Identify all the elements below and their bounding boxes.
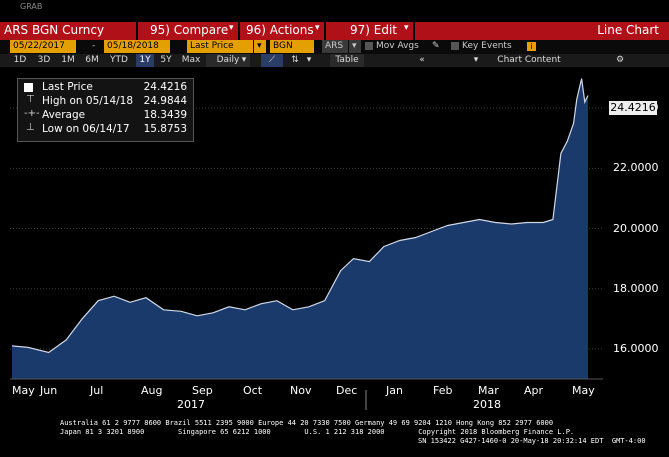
period-controls-row: 1D 3D 1M 6M YTD 1Y 5Y Max Daily ▾ ⟋ ⇅ ▾ Table «… — [0, 54, 669, 67]
legend-avg-value: 18.3439 — [143, 109, 187, 121]
legend-box: Last Price 24.4216 ⊤ High on 05/14/18 24… — [17, 78, 194, 142]
header-divider — [413, 22, 415, 40]
compare-menu[interactable]: 95) Compare — [150, 23, 229, 37]
header-divider — [324, 22, 326, 40]
ticker-label[interactable]: ARS BGN Curncy — [4, 23, 105, 37]
legend-low-value: 15.8753 — [143, 123, 187, 135]
key-events-checkbox[interactable] — [451, 42, 459, 50]
pencil-icon[interactable]: ✎ — [432, 41, 440, 51]
x-tick-label: Sep — [192, 384, 213, 397]
chart-content-label[interactable]: Chart Content — [497, 55, 561, 65]
x-tick-label: Mar — [478, 384, 499, 397]
period-button-max[interactable]: Max — [181, 55, 201, 65]
chart-content-dropdown-icon[interactable]: ▾ — [473, 55, 479, 65]
actions-menu[interactable]: 96) Actions — [246, 23, 314, 37]
legend-low-label: Low on 06/14/17 — [42, 123, 130, 135]
legend-high-label: High on 05/14/18 — [42, 95, 134, 107]
period-button-1d[interactable]: 1D — [13, 55, 27, 65]
legend-avg-label: Average — [42, 109, 86, 121]
header-divider — [238, 22, 240, 40]
y-tick-label: 22.0000 — [613, 161, 659, 175]
y-tick-label: 16.0000 — [613, 341, 659, 355]
x-tick-label: Jan — [386, 384, 403, 397]
year-label: 2017 — [177, 398, 205, 411]
end-date-field[interactable]: 05/18/2018 — [104, 40, 170, 53]
key-events-label: Key Events — [462, 41, 512, 51]
year-label: 2018 — [473, 398, 501, 411]
settings-gear-icon[interactable]: ⚙ — [615, 55, 625, 65]
field-dropdown-icon[interactable]: ▾ — [254, 40, 266, 53]
x-tick-label: Nov — [290, 384, 312, 397]
low-marker-icon: ⊥ — [26, 122, 35, 133]
frequency-select[interactable]: Daily — [206, 54, 250, 67]
chart-type-icon[interactable]: ⇅ — [291, 55, 299, 65]
mov-avgs-checkbox[interactable] — [365, 42, 373, 50]
period-button-1m[interactable]: 1M — [61, 55, 75, 65]
period-button-6m[interactable]: 6M — [85, 55, 99, 65]
legend-last-label: Last Price — [42, 81, 93, 93]
security-chip[interactable]: ARS — [322, 40, 348, 53]
source-field[interactable]: BGN — [270, 40, 314, 53]
x-tick-label: May — [572, 384, 595, 397]
header-bar: ARS BGN Curncy 95) Compare ▾ 96) Actions… — [0, 22, 669, 40]
mov-avgs-label: Mov Avgs — [376, 41, 419, 51]
y-tick-label: 18.0000 — [613, 281, 659, 295]
footer-line-3: SN 153422 G427-1460-0 20-May-18 20:32:14… — [418, 437, 646, 445]
x-tick-label: May — [12, 384, 35, 397]
field-select[interactable]: Last Price — [187, 40, 253, 53]
date-separator: - — [92, 41, 96, 51]
header-divider — [136, 22, 138, 40]
average-marker-icon: -+- — [24, 108, 40, 119]
collapse-left-icon[interactable]: « — [419, 55, 425, 65]
footer-line-2: Japan 81 3 3201 8900 Singapore 65 6212 1… — [60, 428, 575, 436]
edit-caret-icon[interactable]: ▾ — [404, 23, 409, 33]
period-button-5y[interactable]: 5Y — [160, 55, 172, 65]
edit-menu[interactable]: 97) Edit — [350, 23, 398, 37]
table-button[interactable]: Table — [330, 54, 364, 67]
chart-type-dropdown-icon[interactable]: ▾ — [306, 55, 312, 65]
high-marker-icon: ⊤ — [26, 94, 35, 105]
security-dropdown-icon[interactable]: ▾ — [349, 40, 361, 53]
x-tick-label: Apr — [524, 384, 544, 397]
x-tick-label: Dec — [336, 384, 358, 397]
period-button-1y[interactable]: 1Y — [136, 54, 154, 67]
price-line — [11, 78, 589, 354]
period-button-ytd[interactable]: YTD — [110, 55, 128, 65]
legend-last-value: 24.4216 — [143, 81, 187, 93]
x-tick-label: Jun — [40, 384, 58, 397]
x-tick-label: Feb — [433, 384, 453, 397]
price-area — [12, 78, 588, 379]
top-label: GRAB — [20, 2, 43, 11]
x-tick-label: Aug — [141, 384, 163, 397]
x-tick-label: Jul — [90, 384, 104, 397]
date-controls-row: 05/22/2017 - 05/18/2018 Last Price ▾ BGN… — [0, 40, 669, 54]
compare-caret-icon[interactable]: ▾ — [229, 23, 234, 33]
last-price-swatch — [24, 83, 33, 92]
line-chart-icon[interactable]: ⟋ — [261, 54, 283, 67]
x-tick-label: Oct — [243, 384, 263, 397]
chart-title: Line Chart — [597, 23, 659, 37]
last-price-tag: 24.4216 — [609, 101, 657, 115]
footer-line-1: Australia 61 2 9777 8600 Brazil 5511 239… — [60, 419, 554, 427]
frequency-dropdown-icon[interactable]: ▾ — [241, 55, 247, 65]
actions-caret-icon[interactable]: ▾ — [315, 23, 320, 33]
legend-high-value: 24.9844 — [143, 95, 187, 107]
y-tick-label: 20.0000 — [613, 221, 659, 235]
period-button-3d[interactable]: 3D — [37, 55, 51, 65]
start-date-field[interactable]: 05/22/2017 — [10, 40, 76, 53]
info-icon[interactable]: i — [527, 42, 536, 51]
